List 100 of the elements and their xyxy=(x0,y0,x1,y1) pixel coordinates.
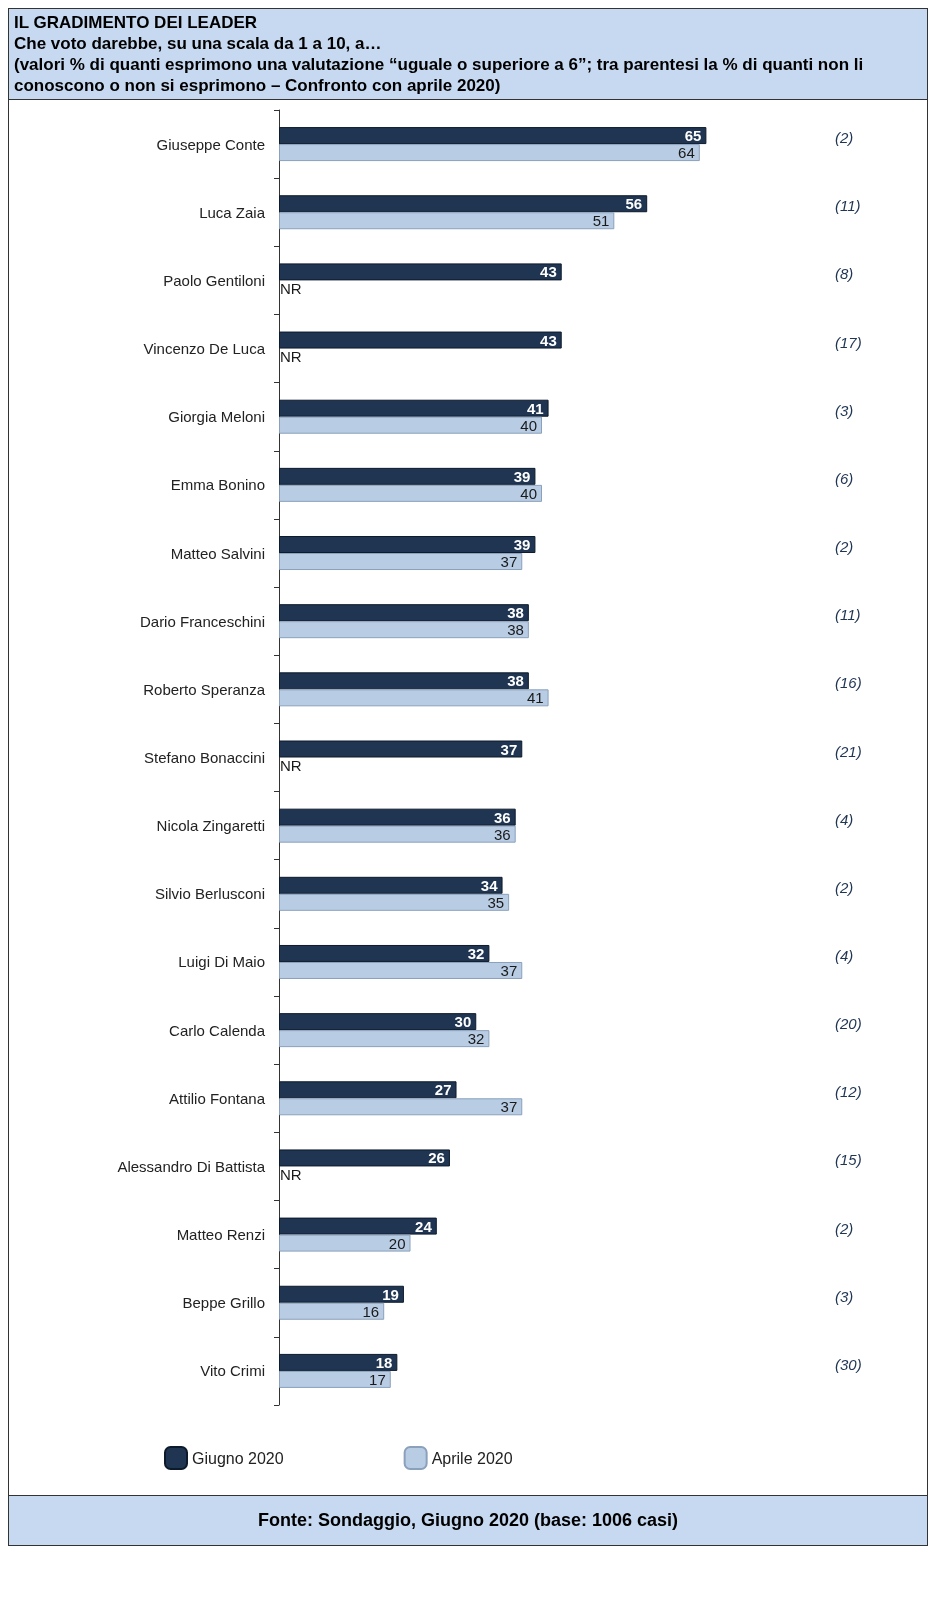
bar xyxy=(279,263,562,281)
data-label: 20 xyxy=(388,1234,406,1252)
bar xyxy=(279,484,542,502)
bar xyxy=(279,944,490,962)
text: IL GRADIMENTO DEI LEADER xyxy=(14,12,259,33)
text: (15) xyxy=(835,1151,862,1169)
bar xyxy=(279,1013,477,1031)
bar xyxy=(279,1370,391,1388)
y-tick-label: Dario Franceschini xyxy=(139,612,265,630)
y-tick-label: Silvio Berlusconi xyxy=(154,885,265,903)
bar xyxy=(279,536,536,554)
bar xyxy=(279,553,523,571)
data-label: 40 xyxy=(520,416,537,434)
data-label: 39 xyxy=(513,536,531,554)
data-label: 24 xyxy=(415,1217,433,1235)
bar xyxy=(279,689,549,707)
bar xyxy=(279,740,523,758)
text: (2) xyxy=(835,538,854,556)
y-tick-label: Roberto Speranza xyxy=(143,680,266,698)
text: (2) xyxy=(835,878,854,896)
legend-label: Aprile 2020 xyxy=(431,1449,513,1467)
bar xyxy=(279,1234,411,1252)
bar xyxy=(279,399,549,417)
bar xyxy=(279,1285,404,1303)
data-label: 41 xyxy=(526,689,544,707)
text: (2) xyxy=(835,1219,854,1237)
text: (2) xyxy=(835,129,854,147)
bar xyxy=(279,1353,398,1371)
data-label: 43 xyxy=(540,331,557,349)
text: (3) xyxy=(835,1287,854,1305)
text: (4) xyxy=(835,810,854,828)
data-label: 40 xyxy=(520,484,537,502)
text: NR xyxy=(280,757,302,774)
data-label: 65 xyxy=(684,127,702,145)
text: (20) xyxy=(835,1015,862,1033)
data-label: 35 xyxy=(487,893,505,911)
data-label: 37 xyxy=(500,1098,518,1116)
text: (30) xyxy=(835,1355,862,1373)
text: NR xyxy=(280,1165,302,1183)
bar xyxy=(279,961,523,979)
y-tick-label: Emma Bonino xyxy=(170,476,265,494)
data-label: 19 xyxy=(382,1285,399,1303)
text: (11) xyxy=(835,197,861,215)
text: (12) xyxy=(835,1083,862,1101)
data-label: 37 xyxy=(500,740,518,758)
text: (17) xyxy=(835,333,862,351)
bar xyxy=(279,876,503,894)
text: NR xyxy=(280,348,302,366)
text: NR xyxy=(280,279,302,297)
bar xyxy=(279,1030,490,1048)
data-label: 30 xyxy=(454,1013,472,1031)
y-tick-label: Matteo Salvini xyxy=(170,544,265,562)
chart-subtitle: Che voto darebbe, su una scala da 1 a 10, a… (valori % di quanti esprimono una valutazione “uguale o superiore a 6”; tra parentesi la % di quanti non li conoscono o non si esprimono – Confronto con aprile 2020) xyxy=(14,33,865,96)
bar xyxy=(279,127,707,145)
data-label: 39 xyxy=(513,467,531,485)
bar xyxy=(279,1302,385,1320)
data-label: 32 xyxy=(467,1030,485,1048)
data-label: 16 xyxy=(362,1302,380,1320)
y-tick-label: Vincenzo De Luca xyxy=(143,340,266,358)
y-tick-label: Attilio Fontana xyxy=(169,1089,266,1107)
bar xyxy=(279,1149,450,1167)
bar xyxy=(279,331,562,349)
data-label: 18 xyxy=(375,1353,393,1371)
data-label: 26 xyxy=(428,1149,445,1167)
text: (6) xyxy=(835,469,854,487)
data-label: 36 xyxy=(494,808,511,826)
y-tick-label: Matteo Renzi xyxy=(176,1226,265,1244)
data-label: 64 xyxy=(678,144,695,162)
bar xyxy=(279,893,510,911)
text: (8) xyxy=(835,265,854,283)
data-label: 32 xyxy=(467,944,485,962)
y-tick-label: Luigi Di Maio xyxy=(178,953,265,971)
data-label: 37 xyxy=(500,961,518,979)
y-tick-label: Nicola Zingaretti xyxy=(156,817,265,835)
data-label: 27 xyxy=(434,1081,452,1099)
bar xyxy=(279,1081,457,1099)
bar xyxy=(279,604,529,622)
y-tick-label: Carlo Calenda xyxy=(169,1021,266,1039)
text: (11) xyxy=(835,606,861,624)
data-label: 34 xyxy=(480,876,499,894)
data-label: 36 xyxy=(494,825,511,843)
bar xyxy=(279,144,700,162)
text: (16) xyxy=(835,674,862,692)
source-note: Fonte: Sondaggio, Giugno 2020 (base: 1006 casi) xyxy=(9,1495,927,1545)
y-tick-label: Stefano Bonaccini xyxy=(144,749,265,766)
bar xyxy=(279,467,536,485)
bar xyxy=(279,825,516,843)
text: (4) xyxy=(835,946,854,964)
bar xyxy=(279,195,648,213)
data-label: 37 xyxy=(500,553,518,571)
data-label: 56 xyxy=(625,195,643,213)
data-label: 41 xyxy=(526,399,544,417)
y-tick-label: Beppe Grillo xyxy=(182,1294,265,1312)
bar xyxy=(279,212,615,230)
bar xyxy=(279,1217,437,1235)
legend-label: Giugno 2020 xyxy=(192,1449,284,1467)
y-tick-label: Giorgia Meloni xyxy=(168,408,265,426)
data-label: 17 xyxy=(369,1370,386,1388)
bar xyxy=(279,416,542,434)
text: (21) xyxy=(835,742,862,760)
